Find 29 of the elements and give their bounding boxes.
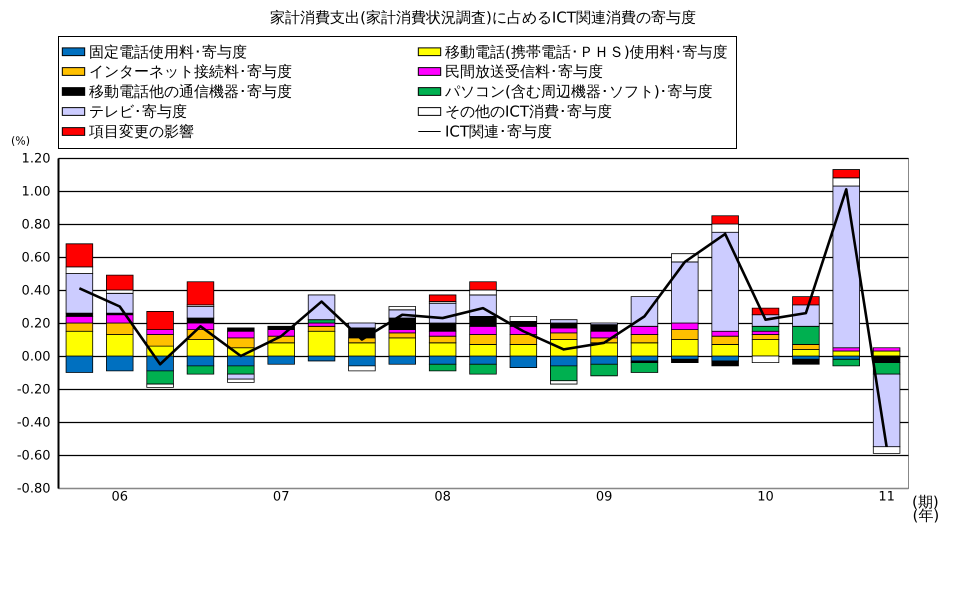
y-tick-label: -0.40 xyxy=(16,416,50,430)
x-tick-label: 09 xyxy=(596,490,612,504)
y-tick-label: 0.00 xyxy=(22,350,50,364)
legend-label: ICT関連･寄与度 xyxy=(445,122,552,140)
y-tick-label: 0.60 xyxy=(22,250,50,266)
legend-label: 民間放送受信料･寄与度 xyxy=(445,62,603,80)
legend-label: 固定電話使用料･寄与度 xyxy=(89,42,247,61)
legend-label: インターネット接続料･寄与度 xyxy=(89,62,292,80)
legend-label: 移動電話(携帯電話･ＰＨＳ)使用料･寄与度 xyxy=(445,42,728,61)
y-tick-label: 1.20 xyxy=(22,152,50,166)
y-tick-label: 1.00 xyxy=(22,184,50,200)
x-tick-label: 06 xyxy=(111,490,128,504)
y-tick-label: -0.80 xyxy=(16,482,50,496)
legend-label: パソコン(含む周辺機器･ソフト)･寄与度 xyxy=(444,82,713,100)
legend-label: テレビ･寄与度 xyxy=(89,102,187,120)
x-tick-label: 07 xyxy=(272,490,290,504)
y-tick-label: 0.40 xyxy=(22,284,50,298)
y-tick-label: 0.20 xyxy=(22,316,50,332)
y-tick-label: -0.60 xyxy=(16,448,50,464)
legend-label: 項目変更の影響 xyxy=(88,122,194,140)
x-tick-label: 10 xyxy=(757,490,774,504)
y-tick-label: -0.20 xyxy=(16,382,50,398)
legend-label: その他のICT消費･寄与度 xyxy=(445,102,612,120)
y-tick-label: 0.80 xyxy=(22,218,50,232)
chart-title: 家計消費支出(家計消費状況調査)に占めるICT関連消費の寄与度 xyxy=(270,8,696,26)
y-axis-title: (%) xyxy=(10,134,30,148)
legend-label: 移動電話他の通信機器･寄与度 xyxy=(89,82,292,100)
x-tick-label: 11 xyxy=(878,490,895,504)
x-tick-label: 08 xyxy=(434,490,451,504)
